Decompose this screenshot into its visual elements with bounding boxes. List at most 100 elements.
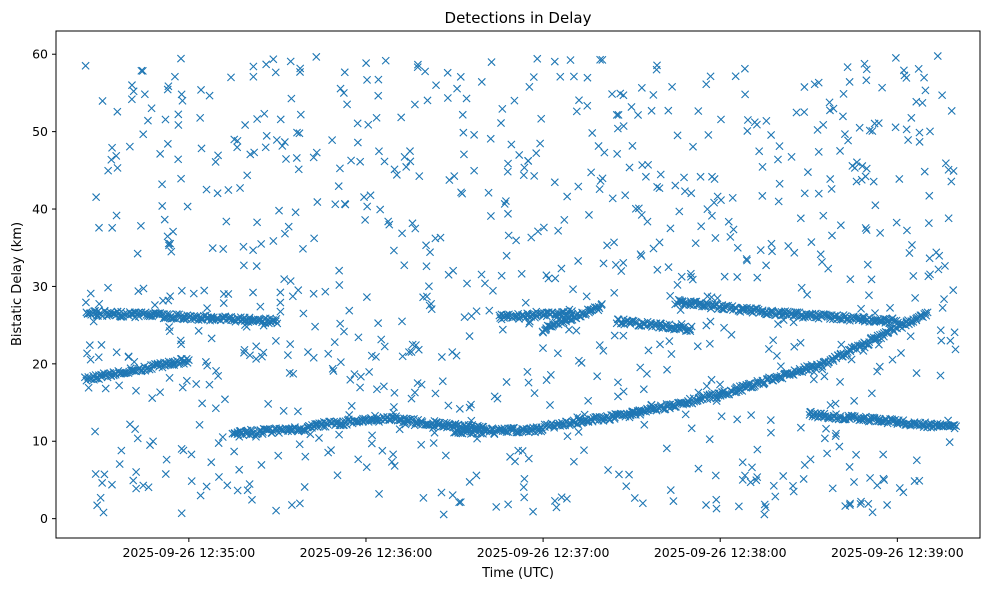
data-point (666, 291, 675, 300)
data-point (844, 136, 853, 145)
data-point (628, 141, 637, 150)
data-point (387, 457, 396, 466)
data-point (198, 399, 207, 408)
data-point (538, 344, 547, 353)
data-point (85, 341, 94, 350)
data-point (284, 222, 293, 231)
data-point (794, 367, 803, 376)
data-point (857, 304, 866, 313)
data-point (507, 140, 516, 149)
data-point (621, 191, 630, 200)
data-point (643, 217, 652, 226)
data-point (459, 128, 468, 137)
data-point (288, 424, 297, 433)
data-point (613, 378, 622, 387)
data-point (926, 127, 935, 136)
data-point (306, 430, 315, 439)
data-point (164, 239, 173, 248)
data-point (222, 217, 231, 226)
data-point (789, 487, 798, 496)
data-point (137, 66, 146, 75)
data-point (671, 300, 680, 309)
data-point (878, 83, 887, 92)
data-point (839, 89, 848, 98)
data-point (740, 64, 749, 73)
data-point (426, 248, 435, 257)
data-point (241, 121, 250, 130)
data-point (400, 261, 409, 270)
data-point (595, 341, 604, 350)
data-point (283, 351, 292, 360)
data-point (584, 396, 593, 405)
data-point (164, 296, 173, 305)
data-point (134, 312, 143, 321)
data-point (296, 64, 305, 73)
data-point (402, 162, 411, 171)
data-point (940, 261, 949, 270)
data-point (97, 340, 106, 349)
data-point (614, 110, 623, 119)
y-tick-label: 40 (32, 202, 48, 217)
data-point (924, 272, 933, 281)
data-point (276, 115, 285, 124)
data-point (827, 184, 836, 193)
data-point (272, 506, 281, 515)
data-point (166, 239, 175, 248)
data-point (574, 256, 583, 265)
data-point (768, 247, 777, 256)
data-point (462, 94, 471, 103)
data-point (381, 56, 390, 65)
data-point (86, 289, 95, 298)
data-point (753, 273, 762, 282)
data-point (911, 293, 920, 302)
data-point (274, 451, 283, 460)
data-point (356, 372, 365, 381)
data-point (827, 231, 836, 240)
data-point (729, 225, 738, 234)
data-point (934, 265, 943, 274)
data-point (879, 450, 888, 459)
data-point (139, 130, 148, 139)
data-point (706, 317, 715, 326)
data-point (569, 457, 578, 466)
data-point (115, 381, 124, 390)
data-point (293, 407, 302, 416)
data-point (211, 404, 220, 413)
data-point (536, 139, 545, 148)
y-tick-label: 10 (32, 434, 48, 449)
data-point (865, 126, 874, 135)
data-point (560, 215, 569, 224)
data-point (272, 135, 281, 144)
data-point (246, 150, 255, 159)
data-point (253, 218, 262, 227)
data-point (565, 325, 573, 334)
data-point (113, 163, 122, 172)
data-point (230, 135, 239, 144)
data-point (762, 116, 771, 125)
data-point (313, 198, 322, 207)
data-point (329, 366, 338, 375)
data-point (563, 192, 572, 201)
data-point (524, 156, 533, 165)
data-point (419, 493, 428, 502)
data-point (677, 272, 686, 281)
data-point (838, 112, 847, 121)
data-point (347, 401, 356, 410)
data-point (333, 471, 342, 480)
data-point (707, 211, 716, 220)
data-point (410, 388, 419, 397)
data-point (354, 455, 363, 464)
data-point (407, 394, 416, 403)
x-tick-label: 2025-09-26 12:36:00 (300, 545, 433, 560)
data-point (644, 160, 653, 169)
data-point (862, 65, 871, 74)
data-point (523, 367, 532, 376)
data-point (519, 171, 528, 180)
data-point (552, 503, 561, 512)
data-point (156, 388, 165, 397)
data-point (940, 295, 949, 304)
data-point (431, 389, 440, 398)
data-point (233, 143, 242, 152)
data-point (825, 106, 834, 115)
data-point (696, 172, 705, 181)
